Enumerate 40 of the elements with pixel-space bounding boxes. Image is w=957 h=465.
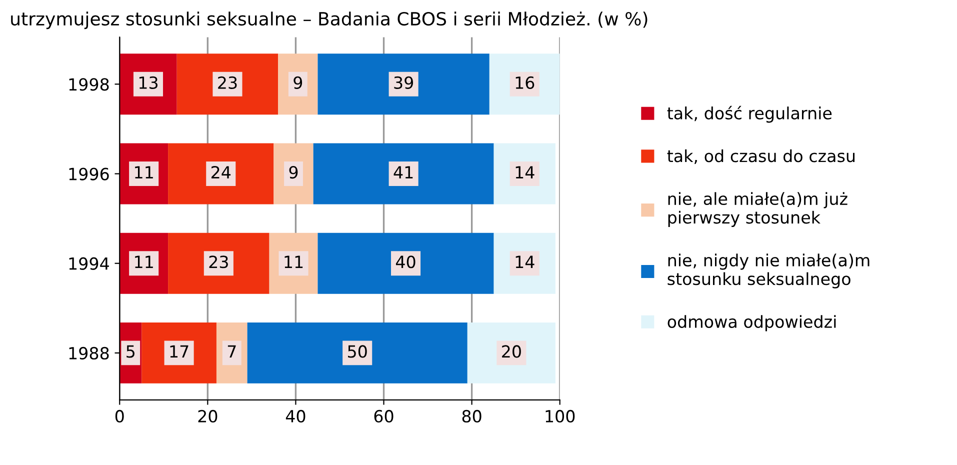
data-label: 14 — [516, 256, 534, 268]
x-tick-label: 80 — [462, 410, 482, 423]
data-label: 39 — [394, 76, 413, 89]
bar — [247, 322, 468, 384]
data-label: 20 — [502, 345, 521, 358]
data-label: 11 — [135, 166, 153, 178]
chart-title: utrzymujesz stosunki seksualne – Badania CBOS i serii Młodzież. (w %) — [11, 12, 648, 30]
y-tick-label: 1998 — [69, 78, 109, 91]
data-label: 7 — [228, 345, 236, 358]
data-label: 9 — [294, 76, 302, 89]
data-label: 23 — [218, 76, 237, 89]
legend-label: tak, dość regularnie — [667, 106, 832, 123]
data-label: 23 — [209, 256, 228, 268]
y-tick-label: 1996 — [69, 168, 109, 180]
data-label: 41 — [394, 166, 413, 178]
legend-label: nie, nigdy nie miałe(a)m stosunku seksualnego — [668, 254, 870, 288]
x-tick-label: 0 — [115, 410, 124, 423]
x-tick-label: 40 — [286, 410, 306, 423]
data-label: 24 — [211, 166, 231, 178]
x-tick-label: 20 — [198, 410, 218, 423]
bar — [318, 232, 494, 294]
data-label: 14 — [516, 166, 534, 178]
data-label: 11 — [135, 256, 153, 268]
data-label: 11 — [284, 256, 303, 268]
x-tick-label: 60 — [374, 410, 394, 423]
data-label: 17 — [170, 345, 188, 358]
data-label: 50 — [348, 345, 367, 358]
y-tick-label: 1994 — [69, 257, 109, 270]
legend-label: nie, ale miałe(a)m już pierwszy stosunek — [668, 192, 848, 227]
y-tick-label: 1988 — [69, 346, 109, 360]
legend-label: odmowa odpowiedzi — [668, 315, 836, 332]
data-label: 13 — [139, 76, 158, 89]
data-label: 5 — [126, 345, 134, 358]
legend-label: tak, od czasu do czasu — [667, 149, 855, 164]
data-label: 16 — [516, 76, 534, 89]
data-label: 9 — [289, 166, 298, 179]
x-tick-label: 100 — [546, 410, 575, 423]
data-label: 40 — [396, 256, 416, 268]
bar — [313, 143, 494, 204]
bar — [318, 54, 490, 115]
